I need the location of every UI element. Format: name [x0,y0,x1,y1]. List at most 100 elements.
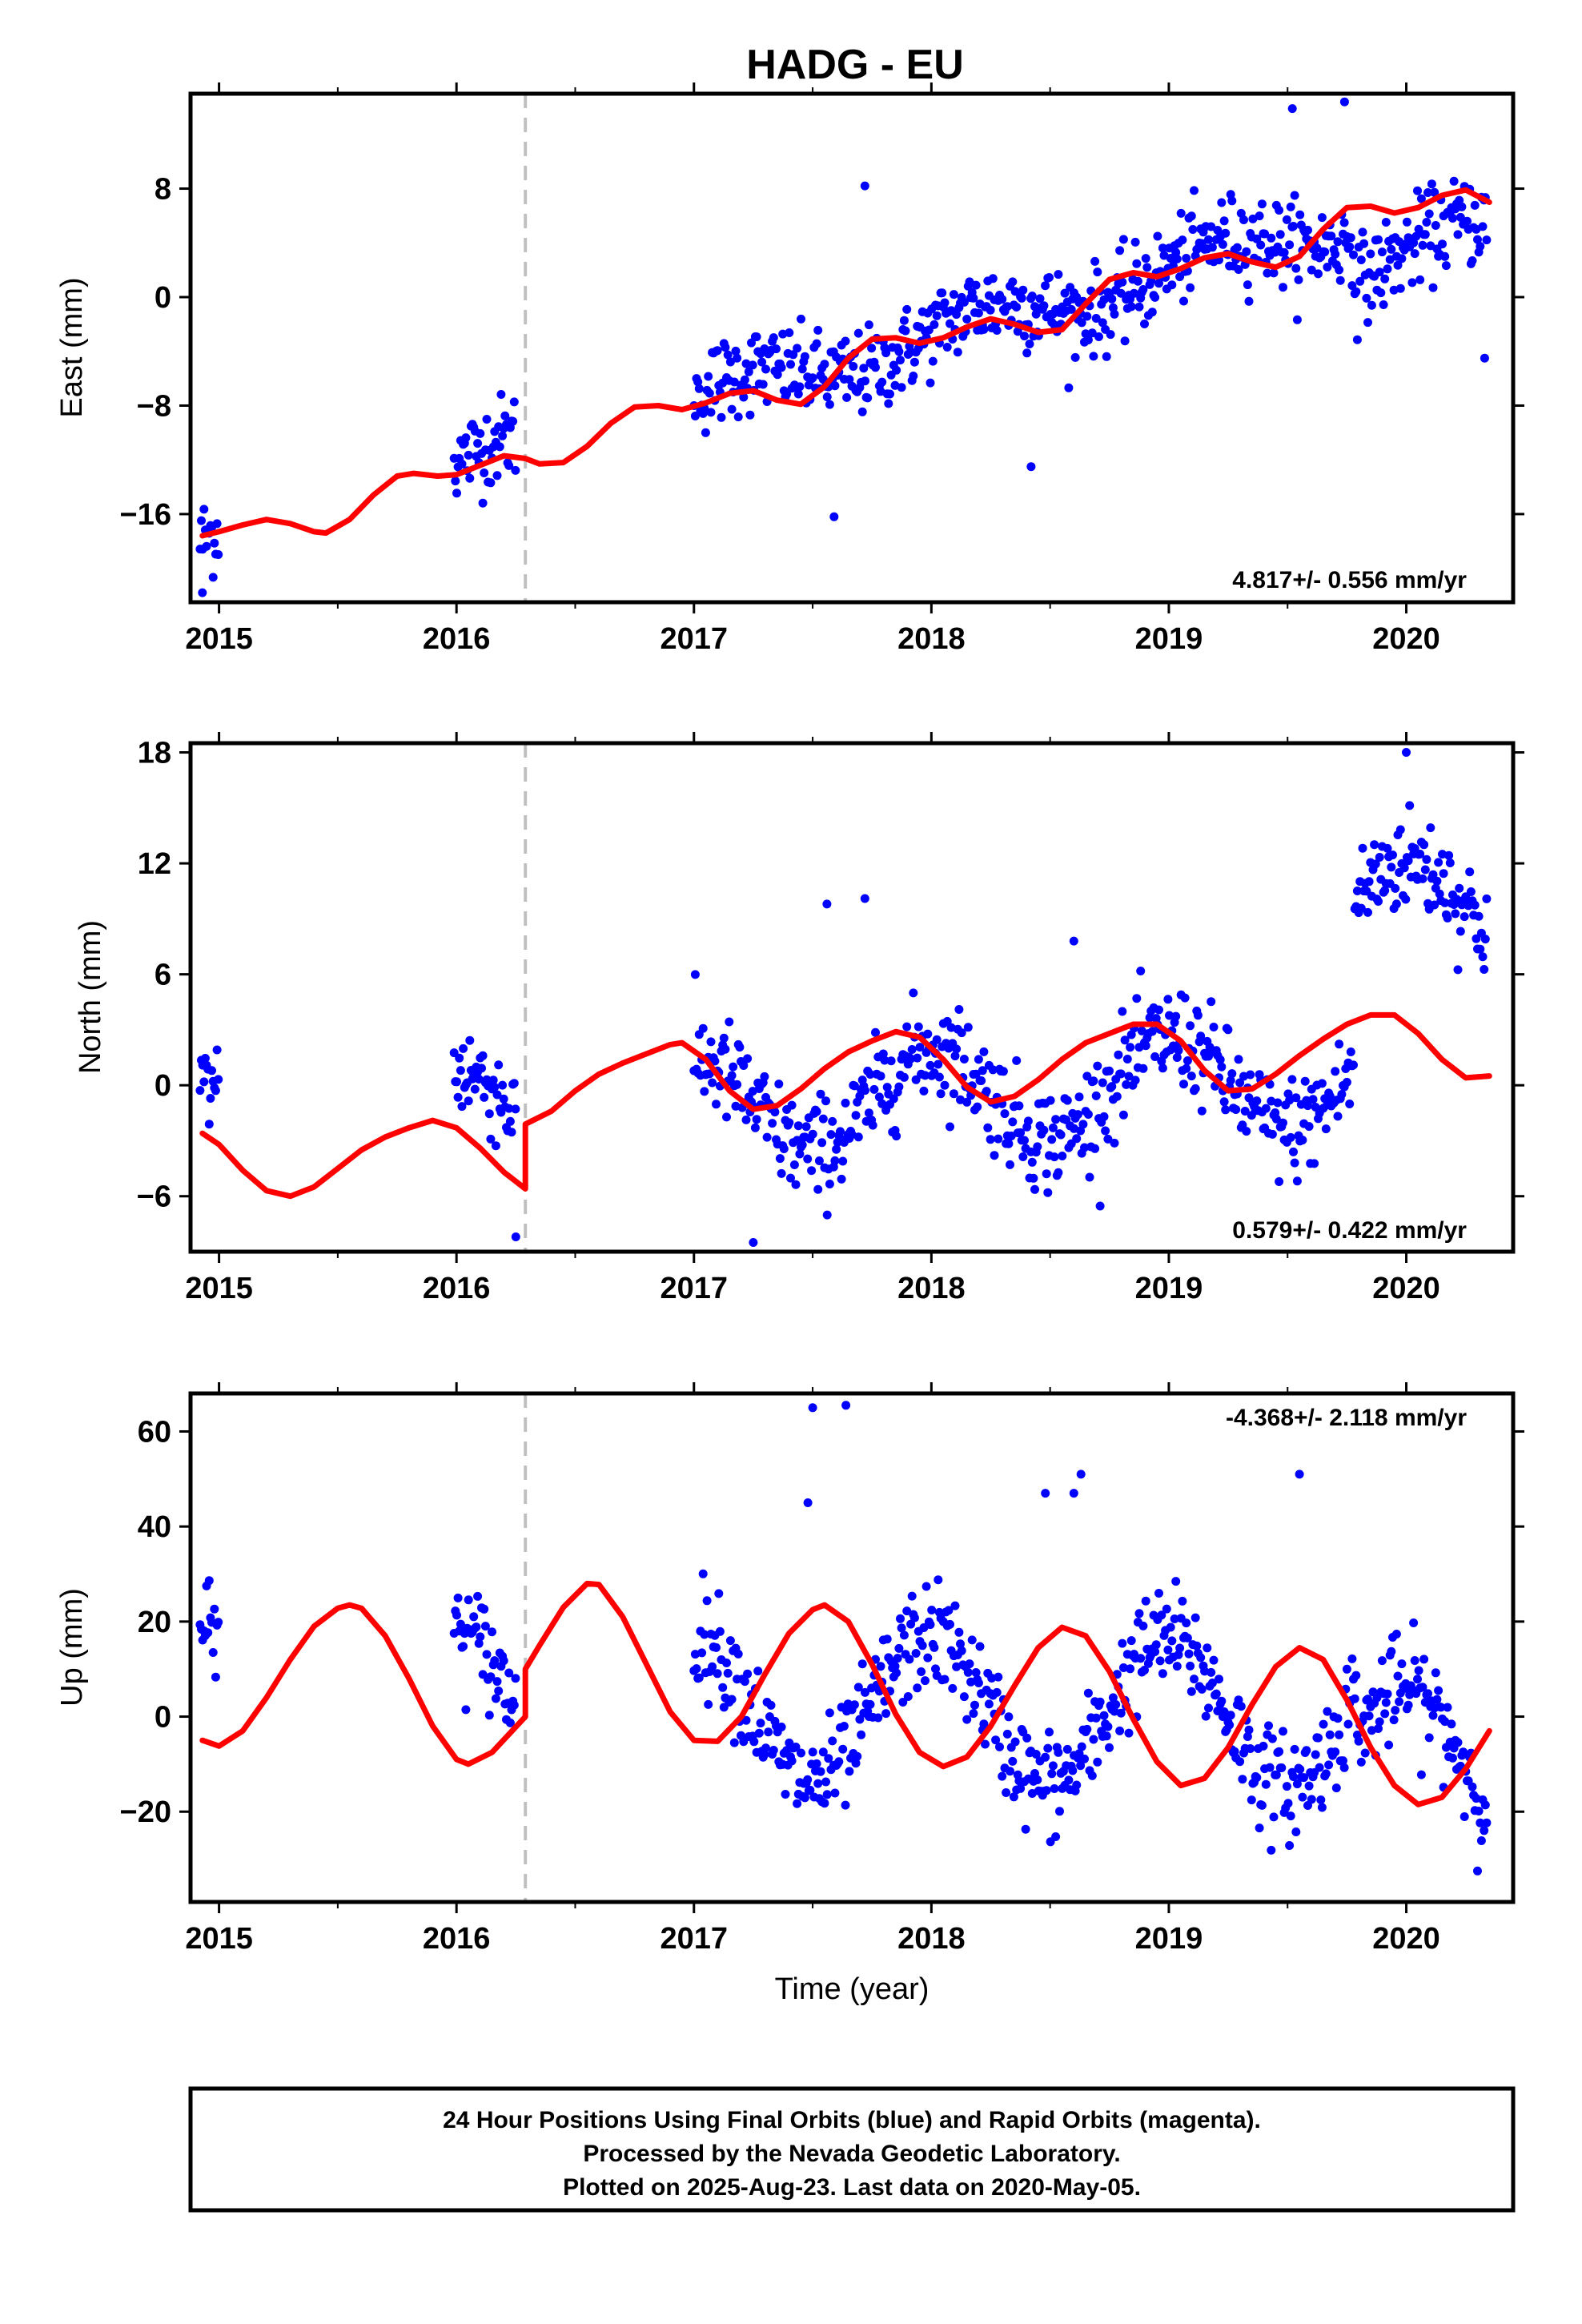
up-data-point [1238,1775,1247,1784]
up-data-point [1428,1711,1438,1720]
up-data-point [1080,1754,1089,1763]
up-data-point [1174,1650,1183,1659]
north-data-point [1395,825,1405,834]
up-data-point [453,1593,463,1602]
up-data-point [1393,1671,1403,1681]
up-data-point [702,1596,712,1606]
east-data-point [1457,202,1467,211]
up-data-point [1062,1744,1072,1754]
north-data-point [1056,1130,1066,1140]
north-data-point [1420,865,1430,875]
north-data-point [1215,1055,1225,1064]
north-data-point [906,1054,916,1063]
east-data-point [197,516,206,525]
north-data-point [1391,899,1401,909]
up-data-point [787,1756,797,1766]
north-x-tick-label: 2018 [897,1272,966,1305]
east-data-point [1385,255,1395,264]
north-data-point [821,1096,830,1106]
north-data-point [1163,995,1173,1004]
up-data-point [1002,1729,1012,1739]
east-data-point [859,364,869,373]
north-data-point [1242,1127,1251,1136]
east-data-point [769,333,778,343]
up-data-point [1186,1661,1195,1671]
north-data-point [1043,1188,1053,1197]
north-data-point [1016,1128,1026,1137]
north-data-point [204,1120,214,1129]
up-rate-label: -4.368+/- 2.118 mm/yr [1226,1405,1467,1431]
north-outlier-point [749,1238,758,1247]
north-data-point [1120,1035,1130,1045]
up-data-point [1236,1702,1246,1711]
up-data-point [906,1619,916,1629]
up-data-point [1243,1732,1252,1741]
up-data-point [1380,1709,1390,1719]
north-data-point [983,1123,993,1132]
up-data-point [903,1692,913,1701]
north-data-point [1300,1076,1310,1086]
east-data-point [1356,255,1366,264]
east-data-point [1130,237,1140,247]
north-data-point [1090,1144,1100,1153]
north-data-point [785,1118,794,1128]
north-data-point [1000,1109,1010,1119]
east-data-point [1351,287,1361,296]
east-data-point [842,392,852,402]
east-data-point [1339,218,1349,227]
up-data-point [473,1591,483,1601]
east-data-point [1380,274,1390,283]
up-data-point [1267,1734,1277,1743]
north-data-point [849,1081,859,1091]
up-data-point [805,1785,815,1795]
north-data-point [1223,1025,1233,1035]
east-x-tick-label: 2016 [423,622,491,656]
north-points-layer [195,748,1492,1247]
north-data-point [1472,934,1481,943]
up-data-point [926,1620,935,1630]
east-data-point [902,304,912,314]
up-data-point [727,1695,737,1704]
up-data-point [1136,1654,1146,1663]
north-data-point [1074,1092,1084,1102]
up-data-point [948,1683,958,1693]
east-data-point [1374,235,1383,244]
north-data-point [491,1141,500,1151]
up-data-point [1389,1715,1399,1725]
east-data-point [1027,292,1037,301]
north-data-point [1415,850,1425,858]
east-data-point [1217,198,1227,207]
east-data-point [1397,254,1407,263]
north-data-point [1197,1106,1207,1116]
up-data-point [940,1675,950,1684]
up-x-tick-label: 2015 [185,1922,253,1956]
east-data-point [1440,251,1450,261]
up-data-point [1099,1711,1109,1720]
north-x-tick-label: 2020 [1372,1272,1440,1305]
up-data-point [882,1634,892,1644]
east-data-point [1352,335,1362,344]
east-data-point [971,280,981,290]
up-data-point [1269,1812,1279,1822]
up-data-point [1480,1800,1490,1810]
north-data-point [1349,1060,1358,1070]
up-data-point [845,1767,854,1776]
north-data-point [786,1173,795,1183]
up-data-point [756,1719,765,1728]
up-data-point [733,1649,743,1659]
up-data-point [741,1715,751,1725]
east-data-point [1207,222,1216,231]
east-data-point [1050,320,1059,330]
east-data-point [511,465,520,475]
up-data-point [1317,1803,1327,1812]
up-data-point [1072,1780,1082,1790]
up-data-point [1473,1866,1482,1876]
up-data-point [714,1589,724,1598]
up-data-point [921,1676,930,1686]
east-data-point [1190,186,1199,195]
north-data-point [869,1084,879,1094]
east-data-point [1286,202,1295,211]
east-data-point [1147,308,1157,317]
east-data-point [492,471,502,480]
up-data-point [824,1754,833,1763]
